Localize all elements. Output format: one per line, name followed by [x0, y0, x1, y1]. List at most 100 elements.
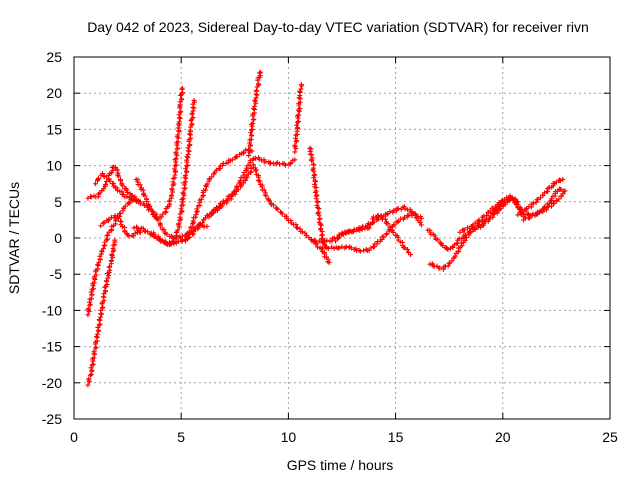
data-point [533, 199, 539, 205]
data-point [519, 209, 525, 215]
data-point [324, 237, 330, 243]
data-point [295, 125, 301, 131]
data-point [530, 200, 536, 206]
data-point [114, 213, 120, 219]
data-point [190, 221, 196, 227]
data-point [251, 116, 257, 122]
data-point [319, 236, 325, 242]
data-point [125, 189, 131, 195]
data-point [459, 243, 465, 249]
data-point [556, 196, 562, 202]
data-point [85, 312, 91, 318]
data-point [175, 145, 181, 151]
data-point [89, 367, 95, 373]
data-point [213, 167, 219, 173]
data-point [235, 186, 241, 192]
data-point [248, 132, 254, 138]
data-point [346, 228, 352, 234]
chart-title: Day 042 of 2023, Sidereal Day-to-day VTE… [87, 19, 589, 35]
data-point [246, 146, 252, 152]
data-point [292, 157, 298, 163]
data-point [484, 213, 490, 219]
data-point [176, 128, 182, 134]
data-point [157, 223, 163, 229]
data-point [102, 288, 108, 294]
data-point [248, 130, 254, 136]
series-track-01 [85, 237, 118, 388]
data-point [313, 239, 319, 245]
data-point [144, 199, 150, 205]
data-point [88, 371, 94, 377]
data-point [118, 178, 124, 184]
y-axis-tick-labels: -25 -20 -15 -10 -5 0 5 10 15 20 25 [42, 49, 62, 427]
data-point [198, 196, 204, 202]
data-point [167, 198, 173, 204]
data-point [107, 178, 113, 184]
y-tick-label: 20 [46, 85, 62, 101]
data-point [100, 220, 106, 226]
data-point [230, 192, 236, 198]
data-point [542, 204, 548, 210]
data-point [98, 223, 104, 229]
data-point [85, 306, 91, 312]
data-point [187, 234, 193, 240]
data-point [543, 207, 549, 213]
data-point [100, 294, 106, 300]
data-point [457, 229, 463, 235]
data-point [186, 148, 192, 154]
data-point [489, 210, 495, 216]
data-point [104, 281, 110, 287]
data-point [298, 82, 304, 88]
data-point [203, 187, 209, 193]
data-point [93, 344, 99, 350]
series-track-12 [206, 162, 332, 266]
data-point [560, 191, 566, 197]
data-point [475, 218, 481, 224]
data-point [309, 152, 315, 158]
data-point [435, 237, 441, 243]
data-point [366, 225, 372, 231]
data-point [85, 195, 91, 201]
data-point [553, 179, 559, 185]
data-point [250, 126, 256, 132]
x-axis-tick-labels: 0 5 10 15 20 25 [70, 429, 618, 445]
data-point [244, 165, 250, 171]
data-point [458, 240, 464, 246]
data-point [161, 227, 167, 233]
y-axis-label: SDTVAR / TECUs [6, 182, 22, 294]
data-point [168, 241, 174, 247]
data-point [294, 122, 300, 128]
data-point [560, 176, 566, 182]
data-point [234, 154, 240, 160]
data-point [374, 241, 380, 247]
data-point [261, 187, 267, 193]
data-point [162, 210, 168, 216]
data-point [535, 196, 541, 202]
data-point [253, 155, 259, 161]
series-track-20 [489, 186, 568, 223]
data-point [197, 220, 203, 226]
data-point [406, 212, 412, 218]
data-point [182, 172, 188, 178]
data-point [551, 200, 557, 206]
data-point [562, 188, 568, 194]
data-point [395, 219, 401, 225]
x-tick-label: 0 [70, 429, 78, 445]
data-point [404, 246, 410, 252]
data-point [215, 206, 221, 212]
data-point [251, 103, 257, 109]
data-point [246, 153, 252, 159]
data-point [158, 214, 164, 220]
series-track-07 [133, 85, 186, 221]
data-point [256, 156, 262, 162]
data-point [263, 193, 269, 199]
data-point [382, 216, 388, 222]
data-point [232, 191, 238, 197]
data-point [176, 112, 182, 118]
y-tick-label: 10 [46, 158, 62, 174]
data-point [189, 121, 195, 127]
data-point [179, 96, 185, 102]
data-point [191, 97, 197, 103]
data-point [92, 181, 98, 187]
